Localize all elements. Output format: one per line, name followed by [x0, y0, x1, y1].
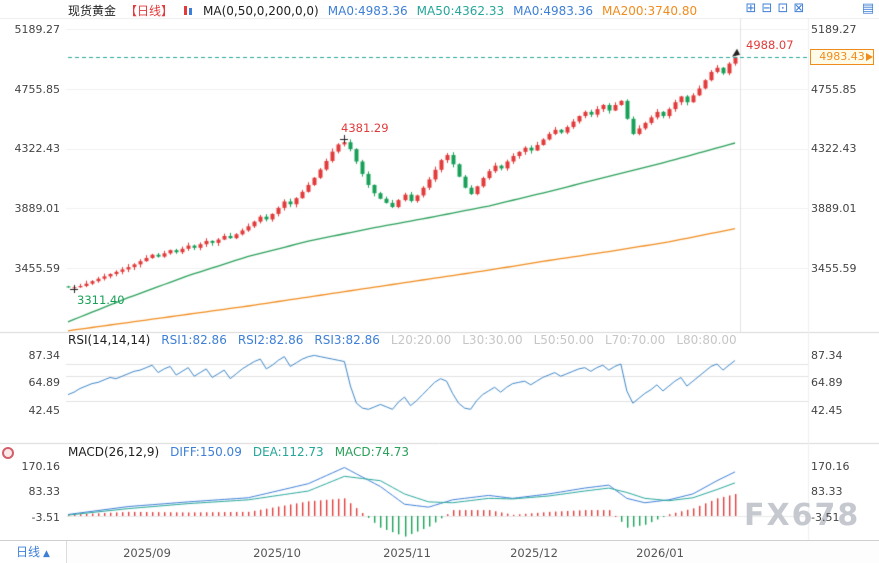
y-axis-label-right: 4755.85	[811, 83, 857, 96]
last-price-label: 4983.43	[810, 49, 874, 65]
rsi3-value: RSI3:82.86	[314, 333, 380, 347]
rsi-axis-label-right: 87.34	[811, 349, 843, 362]
x-axis-label: 2025/09	[123, 546, 171, 560]
rsi-level-l80: L80:80.00	[676, 333, 737, 347]
y-axis-label-left: 3455.59	[14, 262, 61, 275]
x-axis-label: 2025/10	[253, 546, 301, 560]
rsi-axis-label-right: 42.45	[811, 404, 843, 417]
macd-axis-label-left: -3.51	[31, 511, 60, 524]
y-axis-label-right: 3455.59	[811, 262, 857, 275]
macd-axis-label-right: 170.16	[811, 460, 850, 473]
y-axis-label-left: 4322.43	[14, 142, 61, 155]
period-selector-button[interactable]: 日线 ▲	[0, 541, 67, 563]
watermark: FX678	[744, 498, 861, 533]
grid-layout-icon[interactable]: ⊟	[761, 1, 773, 16]
y-axis-label-left: 4755.85	[14, 83, 61, 96]
chart-toolbar: ⊞ ⊟ ⊡ ⊠	[744, 2, 806, 16]
y-axis-label-right: 4322.43	[811, 142, 857, 155]
x-axis-label: 2025/12	[510, 546, 558, 560]
rsi-title[interactable]: RSI(14,14,14)	[68, 333, 151, 347]
period-tag[interactable]: 【日线】	[125, 4, 174, 18]
macd-diff-value: DIFF:150.09	[170, 445, 242, 459]
macd-axis-label-left: 170.16	[21, 460, 61, 473]
rsi1-value: RSI1:82.86	[161, 333, 227, 347]
rsi-header: RSI(14,14,14) RSI1:82.86 RSI2:82.86 RSI3…	[68, 333, 737, 347]
chart-header: 现货黄金 【日线】 MA(0,50,0,200,0,0) MA0:4983.36…	[68, 2, 697, 19]
ma-settings-label[interactable]: MA(0,50,0,200,0,0)	[203, 3, 319, 18]
rsi-level-l50: L50:50.00	[533, 333, 594, 347]
macd-axis-label-right: -3.51	[811, 511, 840, 524]
x-axis-label: 2025/11	[383, 546, 431, 560]
macd-axis-label-left: 83.33	[28, 485, 61, 498]
rsi-level-l20: L20:20.00	[390, 333, 452, 347]
rsi-axis-label-left: 42.45	[28, 404, 61, 417]
macd-title[interactable]: MACD(26,12,9)	[68, 445, 160, 459]
price-arrow-icon	[866, 53, 873, 61]
macd-axis-label-right: 83.33	[811, 485, 843, 498]
rsi-level-l30: L30:30.00	[462, 333, 523, 347]
y-axis-label-right: 5189.27	[811, 23, 857, 36]
ma50-value: MA50:4362.33	[416, 3, 505, 18]
new-window-icon[interactable]: ⊠	[793, 1, 805, 16]
peak-annotation: 4381.29	[341, 121, 389, 135]
y-axis-label-left: 3889.01	[14, 202, 61, 215]
high-annotation: 4988.07	[746, 38, 794, 52]
rsi-level-l70: L70:70.00	[604, 333, 666, 347]
macd-dea-value: DEA:112.73	[252, 445, 324, 459]
y-axis-label-right: 3889.01	[811, 202, 857, 215]
rsi-axis-label-left: 87.34	[28, 349, 61, 362]
quote-board-icon[interactable]: ▤	[861, 1, 875, 16]
y-axis-label-left: 5189.27	[14, 23, 61, 36]
rsi-axis-label-right: 64.89	[811, 376, 843, 389]
low-annotation: 3311.40	[77, 293, 125, 307]
ma0-value: MA0:4983.36	[327, 3, 408, 18]
period-selector-label: 日线	[16, 545, 41, 559]
add-panel-icon[interactable]: ⊞	[745, 1, 757, 16]
chart-style-icon[interactable]	[182, 5, 194, 17]
rsi-axis-label-left: 64.89	[28, 376, 61, 389]
macd-header: MACD(26,12,9) DIFF:150.09 DEA:112.73 MAC…	[68, 445, 409, 459]
rsi2-value: RSI2:82.86	[237, 333, 304, 347]
footer-bar: 日线 ▲	[0, 540, 879, 563]
instrument-title[interactable]: 现货黄金	[68, 4, 117, 18]
x-axis-label: 2026/01	[636, 546, 684, 560]
ma200-value: MA200:3740.80	[602, 3, 698, 18]
macd-hist-value: MACD:74.73	[334, 445, 410, 459]
ma0b-value: MA0:4983.36	[513, 3, 593, 18]
split-view-icon[interactable]: ⊡	[777, 1, 789, 16]
period-dropdown-arrow: ▲	[43, 549, 50, 559]
indicator-alert-icon[interactable]	[2, 447, 14, 459]
